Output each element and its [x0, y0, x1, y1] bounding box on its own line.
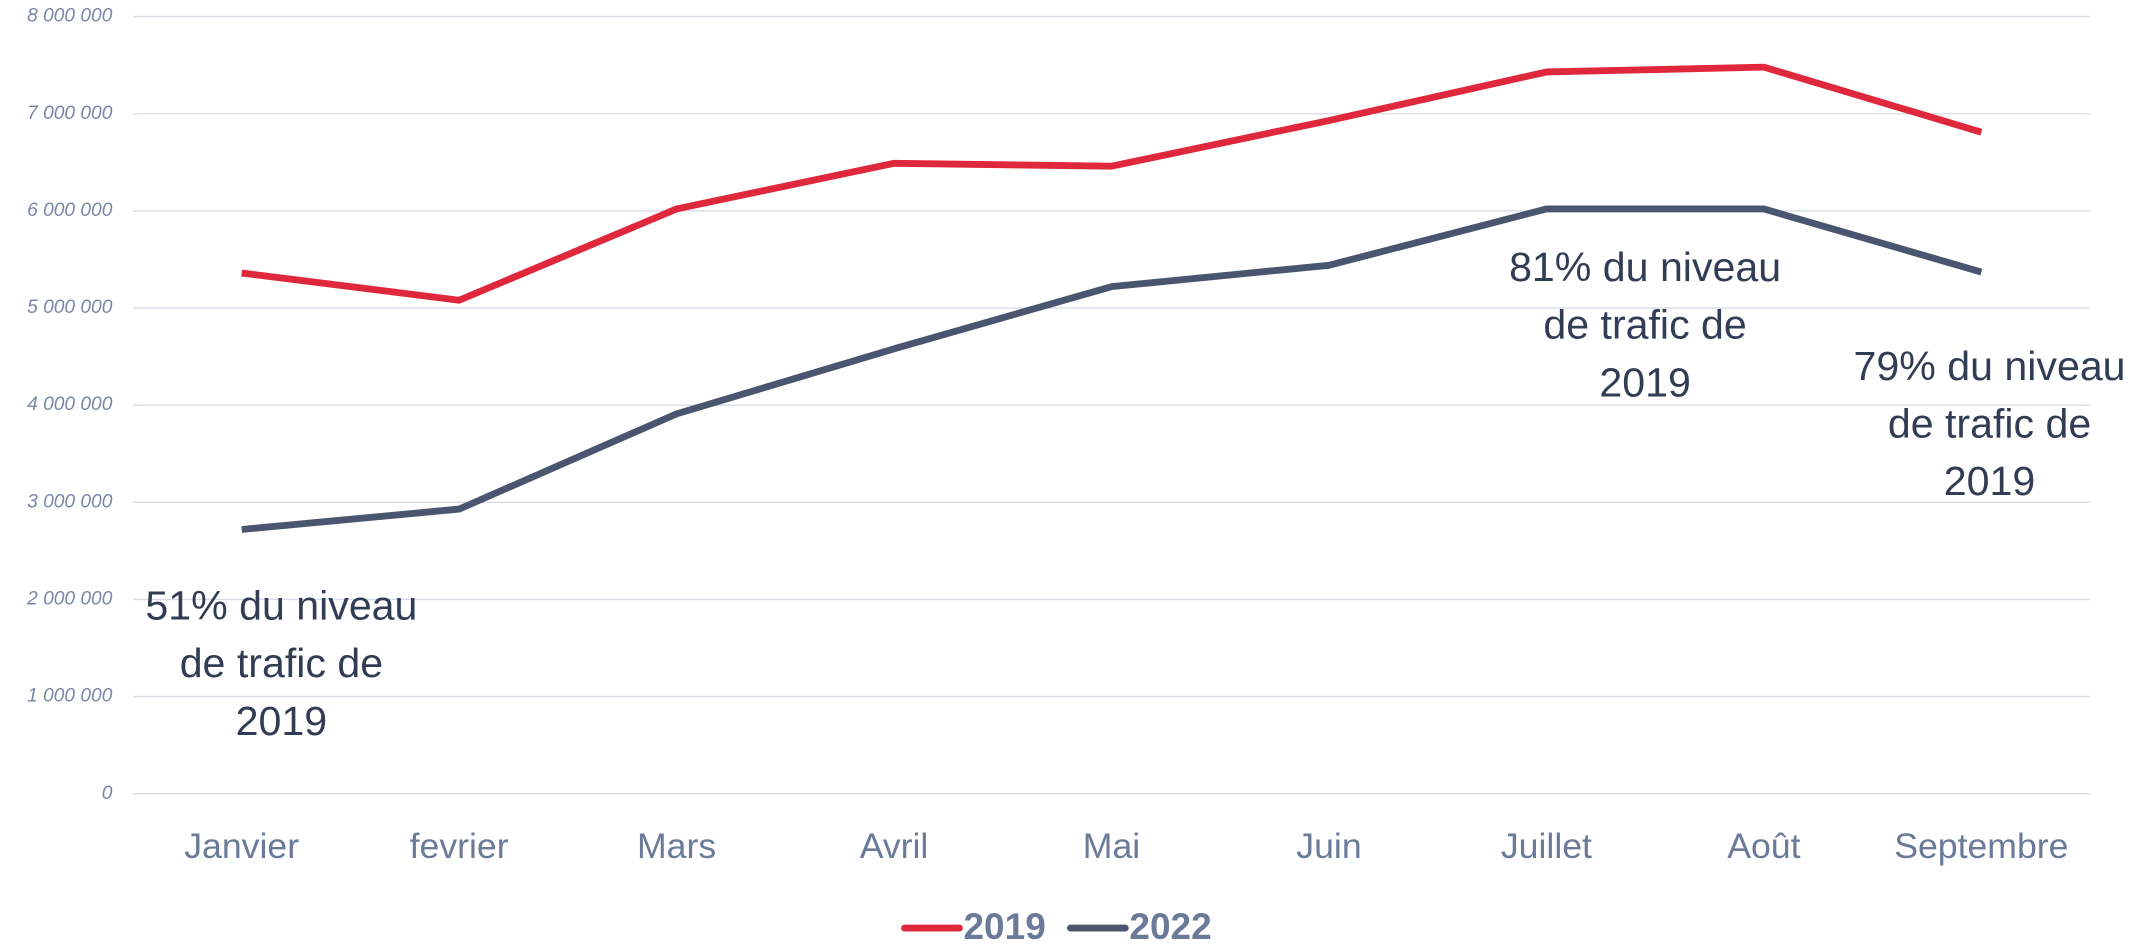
y-tick-label: 1 000 000 [27, 686, 113, 707]
x-tick-label: Septembre [1894, 826, 2068, 866]
x-tick-label: Août [1727, 826, 1800, 866]
x-tick-label: Juin [1296, 826, 1361, 866]
x-tick-label: Juillet [1501, 826, 1592, 866]
legend-label: 2022 [1129, 906, 1211, 946]
annotation-text: 51% du niveau de trafic de 2019 [145, 584, 418, 745]
x-tick-label: Mai [1083, 826, 1140, 866]
annotation: 51% du niveau de trafic de 2019 [145, 584, 418, 745]
y-tick-label: 4 000 000 [27, 394, 113, 415]
y-tick-label: 5 000 000 [27, 297, 113, 318]
y-tick-label: 0 [102, 783, 113, 804]
x-tick-label: Mars [637, 826, 716, 866]
annotation: 79% du niveau de trafic de 2019 [1853, 344, 2126, 505]
x-tick-label: Janvier [184, 826, 299, 866]
x-tick-label: Avril [860, 826, 929, 866]
y-tick-label: 2 000 000 [26, 588, 113, 609]
series-line [241, 63, 1983, 304]
annotation: 81% du niveau de trafic de 2019 [1509, 245, 1782, 406]
y-tick-label: 8 000 000 [27, 6, 113, 27]
x-tick-label: fevrier [410, 826, 509, 866]
y-tick-label: 7 000 000 [27, 103, 113, 124]
y-tick-label: 3 000 000 [27, 491, 113, 512]
y-tick-label: 6 000 000 [27, 200, 113, 221]
annotation-text: 79% du niveau de trafic de 2019 [1853, 344, 2126, 505]
series-line [241, 205, 1983, 533]
annotation-text: 81% du niveau de trafic de 2019 [1509, 245, 1782, 406]
legend-label: 2019 [963, 906, 1045, 946]
